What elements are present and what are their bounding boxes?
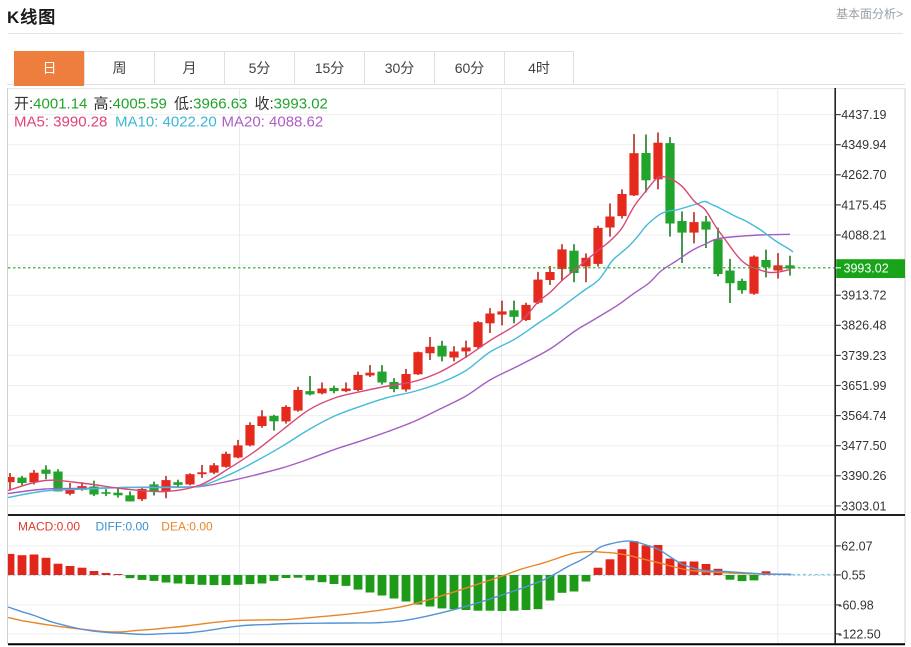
svg-text:0.55: 0.55: [841, 568, 865, 582]
svg-text:-122.50: -122.50: [838, 627, 880, 641]
svg-text:3651.99: 3651.99: [841, 379, 886, 393]
svg-text:3993.02: 3993.02: [844, 262, 889, 276]
svg-text:3913.72: 3913.72: [841, 289, 886, 303]
svg-text:4437.19: 4437.19: [841, 108, 886, 122]
svg-text:3477.50: 3477.50: [841, 439, 886, 453]
svg-text:3390.26: 3390.26: [841, 469, 886, 483]
svg-text:3564.74: 3564.74: [841, 409, 886, 423]
svg-text:3826.48: 3826.48: [841, 319, 886, 333]
svg-text:4088.21: 4088.21: [841, 228, 886, 242]
svg-text:62.07: 62.07: [841, 539, 872, 553]
svg-text:开:4001.14高:4005.59低:3966.63收:3: 开:4001.14 高:4005.59 低:3966.63 收:3993.02: [14, 96, 328, 113]
svg-text:-60.98: -60.98: [838, 598, 873, 612]
svg-text:3303.01: 3303.01: [841, 499, 886, 513]
svg-text:4349.94: 4349.94: [841, 138, 886, 152]
svg-text:3739.23: 3739.23: [841, 349, 886, 363]
svg-text:4262.70: 4262.70: [841, 168, 886, 182]
svg-text:4175.45: 4175.45: [841, 198, 886, 212]
